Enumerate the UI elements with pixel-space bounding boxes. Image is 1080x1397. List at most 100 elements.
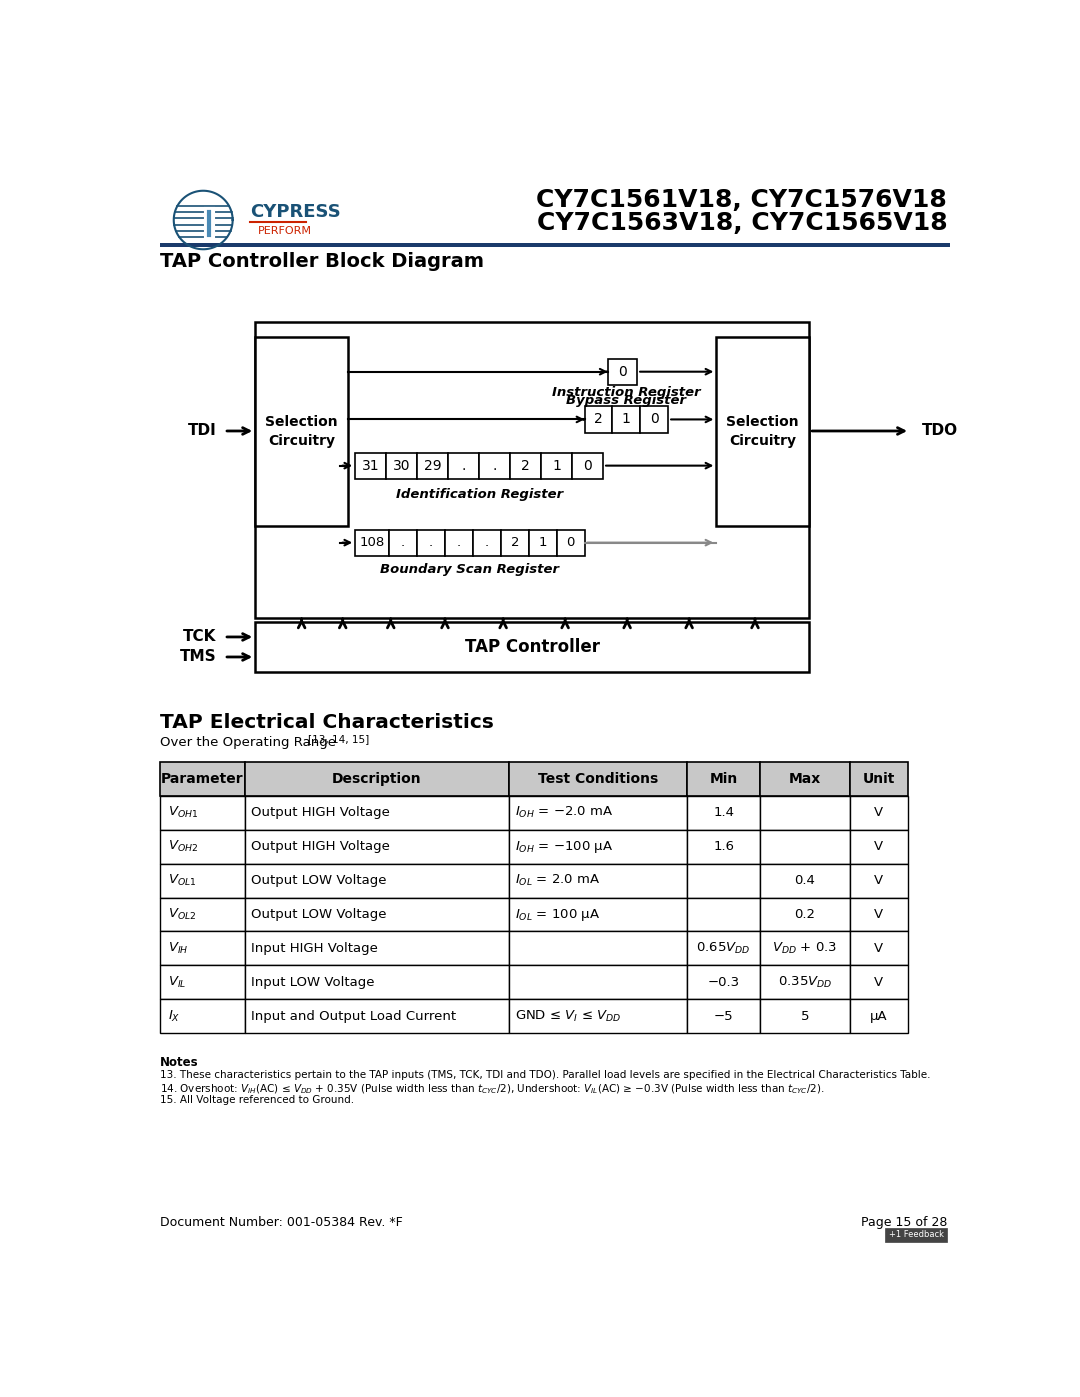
- Bar: [760, 999, 850, 1034]
- Text: $0.65V_{DD}$: $0.65V_{DD}$: [697, 940, 751, 956]
- Bar: [760, 763, 850, 796]
- Bar: [556, 529, 584, 556]
- Text: Circuitry: Circuitry: [268, 433, 335, 447]
- Bar: [255, 337, 348, 525]
- Text: 14. Overshoot: $V_{IH}$(AC) ≤ $V_{DD}$ + 0.35V (Pulse width less than $t_{CYC}$/: 14. Overshoot: $V_{IH}$(AC) ≤ $V_{DD}$ +…: [160, 1083, 824, 1097]
- Text: Selection: Selection: [727, 415, 799, 429]
- Text: 5: 5: [800, 1010, 809, 1023]
- Text: V: V: [874, 908, 883, 921]
- Bar: [355, 529, 389, 556]
- Text: TMS: TMS: [179, 650, 216, 665]
- Text: GND ≤ $V_I$ ≤ $V_{DD}$: GND ≤ $V_I$ ≤ $V_{DD}$: [515, 1009, 621, 1024]
- Bar: [509, 932, 687, 965]
- Text: $V_{OL1}$: $V_{OL1}$: [167, 873, 197, 888]
- Text: Output LOW Voltage: Output LOW Voltage: [252, 908, 387, 921]
- Bar: [387, 453, 417, 479]
- Text: .: .: [429, 536, 433, 549]
- Text: .: .: [401, 536, 405, 549]
- Bar: [687, 898, 760, 932]
- Text: Identification Register: Identification Register: [395, 488, 563, 500]
- Text: .: .: [457, 536, 461, 549]
- Bar: [245, 763, 509, 796]
- Text: Unit: Unit: [863, 773, 895, 787]
- Bar: [160, 796, 245, 830]
- Text: [13, 14, 15]: [13, 14, 15]: [308, 733, 369, 745]
- Text: $V_{IH}$: $V_{IH}$: [167, 940, 188, 956]
- Bar: [850, 863, 907, 898]
- Text: 30: 30: [393, 458, 410, 472]
- Text: TCK: TCK: [183, 630, 216, 644]
- Bar: [760, 932, 850, 965]
- Text: 1: 1: [552, 458, 561, 472]
- Bar: [509, 999, 687, 1034]
- Bar: [473, 529, 501, 556]
- Bar: [608, 359, 637, 384]
- Text: $V_{OH1}$: $V_{OH1}$: [167, 805, 198, 820]
- Bar: [850, 898, 907, 932]
- Text: Over the Operating Range: Over the Operating Range: [160, 736, 340, 749]
- Bar: [716, 337, 809, 525]
- Bar: [160, 863, 245, 898]
- Bar: [687, 830, 760, 863]
- Bar: [850, 796, 907, 830]
- Bar: [245, 999, 509, 1034]
- Text: Input HIGH Voltage: Input HIGH Voltage: [252, 942, 378, 956]
- Bar: [886, 1228, 947, 1242]
- Text: 2: 2: [511, 536, 519, 549]
- Text: V: V: [874, 806, 883, 820]
- Bar: [509, 830, 687, 863]
- Bar: [417, 529, 445, 556]
- Text: .: .: [461, 458, 465, 472]
- Text: +1 Feedback: +1 Feedback: [889, 1231, 944, 1239]
- Bar: [160, 243, 950, 247]
- Text: Output HIGH Voltage: Output HIGH Voltage: [252, 840, 390, 854]
- Bar: [687, 999, 760, 1034]
- Text: 0: 0: [583, 458, 592, 472]
- Bar: [245, 863, 509, 898]
- Text: $I_{OH}$ = −100 μA: $I_{OH}$ = −100 μA: [515, 838, 612, 855]
- Bar: [850, 965, 907, 999]
- Text: $I_{OL}$ = 100 μA: $I_{OL}$ = 100 μA: [515, 907, 599, 922]
- Text: 15. All Voltage referenced to Ground.: 15. All Voltage referenced to Ground.: [160, 1095, 354, 1105]
- Bar: [160, 965, 245, 999]
- Text: Output LOW Voltage: Output LOW Voltage: [252, 875, 387, 887]
- Bar: [529, 529, 556, 556]
- Text: Test Conditions: Test Conditions: [538, 773, 658, 787]
- Bar: [389, 529, 417, 556]
- Text: −5: −5: [714, 1010, 733, 1023]
- Text: V: V: [874, 875, 883, 887]
- Bar: [687, 863, 760, 898]
- Bar: [612, 407, 640, 433]
- Bar: [509, 763, 687, 796]
- Bar: [501, 529, 529, 556]
- Bar: [687, 965, 760, 999]
- Text: 108: 108: [360, 536, 384, 549]
- Text: Selection: Selection: [266, 415, 338, 429]
- Bar: [760, 830, 850, 863]
- Text: $0.35V_{DD}$: $0.35V_{DD}$: [778, 975, 833, 990]
- Text: 0: 0: [618, 365, 626, 379]
- Bar: [417, 453, 448, 479]
- Text: 0: 0: [650, 412, 659, 426]
- Bar: [541, 453, 572, 479]
- Text: TAP Controller Block Diagram: TAP Controller Block Diagram: [160, 251, 484, 271]
- Text: 0.4: 0.4: [795, 875, 815, 887]
- Text: 1.4: 1.4: [713, 806, 734, 820]
- Bar: [572, 453, 603, 479]
- Bar: [245, 965, 509, 999]
- Bar: [448, 453, 480, 479]
- Bar: [445, 529, 473, 556]
- Bar: [245, 898, 509, 932]
- Bar: [687, 763, 760, 796]
- Bar: [687, 796, 760, 830]
- Text: .: .: [492, 458, 497, 472]
- Bar: [160, 830, 245, 863]
- Text: Boundary Scan Register: Boundary Scan Register: [380, 563, 559, 576]
- Bar: [850, 932, 907, 965]
- Text: Max: Max: [788, 773, 821, 787]
- Bar: [760, 796, 850, 830]
- Bar: [255, 622, 809, 672]
- Bar: [850, 830, 907, 863]
- Text: $I_{OH}$ = −2.0 mA: $I_{OH}$ = −2.0 mA: [515, 805, 613, 820]
- Text: −0.3: −0.3: [707, 975, 740, 989]
